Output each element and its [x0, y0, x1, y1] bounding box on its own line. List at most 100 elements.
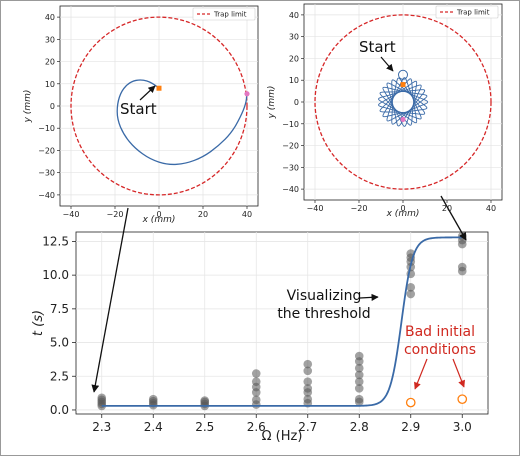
tick-label-x: 2.9: [401, 420, 420, 434]
tick-label-x: 40: [486, 204, 496, 213]
tick-label-y: 5.0: [50, 336, 69, 350]
data-point: [354, 370, 364, 380]
tick-label-x: 0: [400, 204, 405, 213]
plot-area-bottom: [97, 231, 468, 411]
connector-arrow-left: [91, 207, 129, 393]
data-point: [354, 394, 364, 404]
tick-label-y: 0.0: [50, 403, 69, 417]
data-point: [406, 289, 416, 299]
tick-label-x: 20: [442, 204, 452, 213]
trap-limit-circle: [70, 16, 248, 196]
tick-label-y: −30: [38, 169, 55, 178]
tick-label-x: 2.6: [247, 420, 266, 434]
y-axis-label-top-right: y (mm): [267, 86, 277, 120]
data-point: [354, 351, 364, 361]
data-point: [303, 359, 313, 369]
y-axis-label-top-left: y (mm): [23, 90, 33, 124]
start-marker: [156, 85, 162, 91]
end-marker: [400, 116, 406, 123]
y-axis-label-bottom: t (s): [31, 310, 46, 336]
tick-label-y: −10: [282, 120, 299, 129]
tick-label-y: 40: [289, 11, 299, 20]
tick-label-x: 20: [198, 210, 208, 219]
tick-label-y: −40: [282, 185, 299, 194]
tick-label-y: 30: [289, 33, 299, 42]
legend-label-trap-limit: Trap limit: [456, 9, 490, 17]
data-point: [354, 377, 364, 386]
tick-label-x: −40: [63, 210, 80, 219]
tick-label-y: −10: [38, 124, 55, 133]
tick-label-x: −20: [107, 210, 124, 219]
tick-label-y: 10: [45, 80, 55, 89]
bad-initial-point: [405, 397, 416, 408]
legend-top-left: Trap limit: [192, 7, 256, 21]
arrow-bad-left: [414, 358, 428, 390]
fit-curve: [101, 236, 463, 407]
trajectory-top-left: [116, 79, 248, 166]
x-axis-label-top-right: x (mm): [386, 209, 420, 219]
legend-box: [192, 7, 256, 21]
annotation-start-top-left: Start: [120, 100, 157, 118]
annotation-start-top-right: Start: [359, 38, 396, 56]
trajectory-loop: [398, 69, 408, 80]
tick-label-y: 12.5: [42, 234, 69, 248]
plot-area-top-right: [314, 14, 492, 190]
legend-label-trap-limit: Trap limit: [213, 11, 247, 19]
arrow-threshold: [359, 293, 379, 301]
axes-frame-bottom: [75, 231, 489, 415]
tick-label-y: −20: [38, 146, 55, 155]
tick-label-y: −30: [282, 163, 299, 172]
x-axis-label-top-left: x (mm): [142, 215, 176, 225]
tick-label-y: 10.0: [42, 268, 69, 282]
tick-label-x: 3.0: [453, 420, 472, 434]
end-marker: [244, 91, 250, 97]
data-point: [354, 363, 364, 373]
arrow-start-top-right: [380, 56, 394, 72]
x-axis-label-bottom: Ω (Hz): [262, 429, 303, 444]
legend-top-right: Trap limit: [435, 5, 499, 19]
connector-arrow-right: [440, 195, 467, 241]
data-point: [97, 393, 107, 403]
bad-initial-point: [457, 394, 468, 405]
ticks-bottom: 2.3 2.4 2.5 2.6 2.7 2.8 2.9 3.0 0.0 2.5 5.0 7.5 10.0…: [42, 234, 472, 434]
trap-limit-circle: [314, 14, 492, 190]
start-marker: [400, 82, 406, 88]
tick-label-x: 2.5: [195, 420, 214, 434]
tick-label-x: 40: [242, 210, 252, 219]
grid-bottom: [76, 232, 488, 414]
tick-label-y: 2.5: [50, 369, 69, 383]
tick-label-x: −40: [307, 204, 324, 213]
panel-bottom: 2.3 2.4 2.5 2.6 2.7 2.8 2.9 3.0 0.0 2.5 5.0 7.5 10.0…: [31, 231, 489, 444]
tick-label-x: 2.3: [92, 420, 111, 434]
arrow-bad-right: [452, 358, 465, 388]
data-point: [148, 394, 158, 404]
tick-label-y: 20: [45, 58, 55, 67]
data-point: [251, 395, 261, 405]
tick-label-x: 2.8: [350, 420, 369, 434]
annotation-bad-line2: conditions: [404, 342, 476, 358]
arrow-start-top-left: [139, 85, 156, 101]
tick-label-y: 0: [294, 98, 299, 107]
data-point: [200, 396, 210, 405]
trajectory-top-right: [378, 77, 429, 127]
tick-label-x: 2.4: [144, 420, 163, 434]
legend-box: [435, 5, 499, 19]
data-point: [303, 394, 313, 404]
tick-label-y: 7.5: [50, 302, 69, 316]
tick-label-y: −20: [282, 142, 299, 151]
tick-label-x: 2.7: [298, 420, 317, 434]
annotation-threshold-line1: Visualizing: [287, 288, 362, 304]
data-point: [303, 384, 313, 393]
tick-label-y: 20: [289, 54, 299, 63]
data-point: [457, 262, 467, 272]
tick-label-y: 0: [50, 102, 55, 111]
data-point: [303, 377, 313, 386]
ticks-top-right: −40 −20 0 20 40 −40 −30 −20 −10 0 10 20 30 40: [282, 11, 496, 213]
tick-label-x: 0: [156, 210, 161, 219]
tick-label-x: −20: [351, 204, 368, 213]
plot-area-top-left: [70, 16, 250, 196]
annotation-threshold-line2: the threshold: [277, 306, 370, 322]
